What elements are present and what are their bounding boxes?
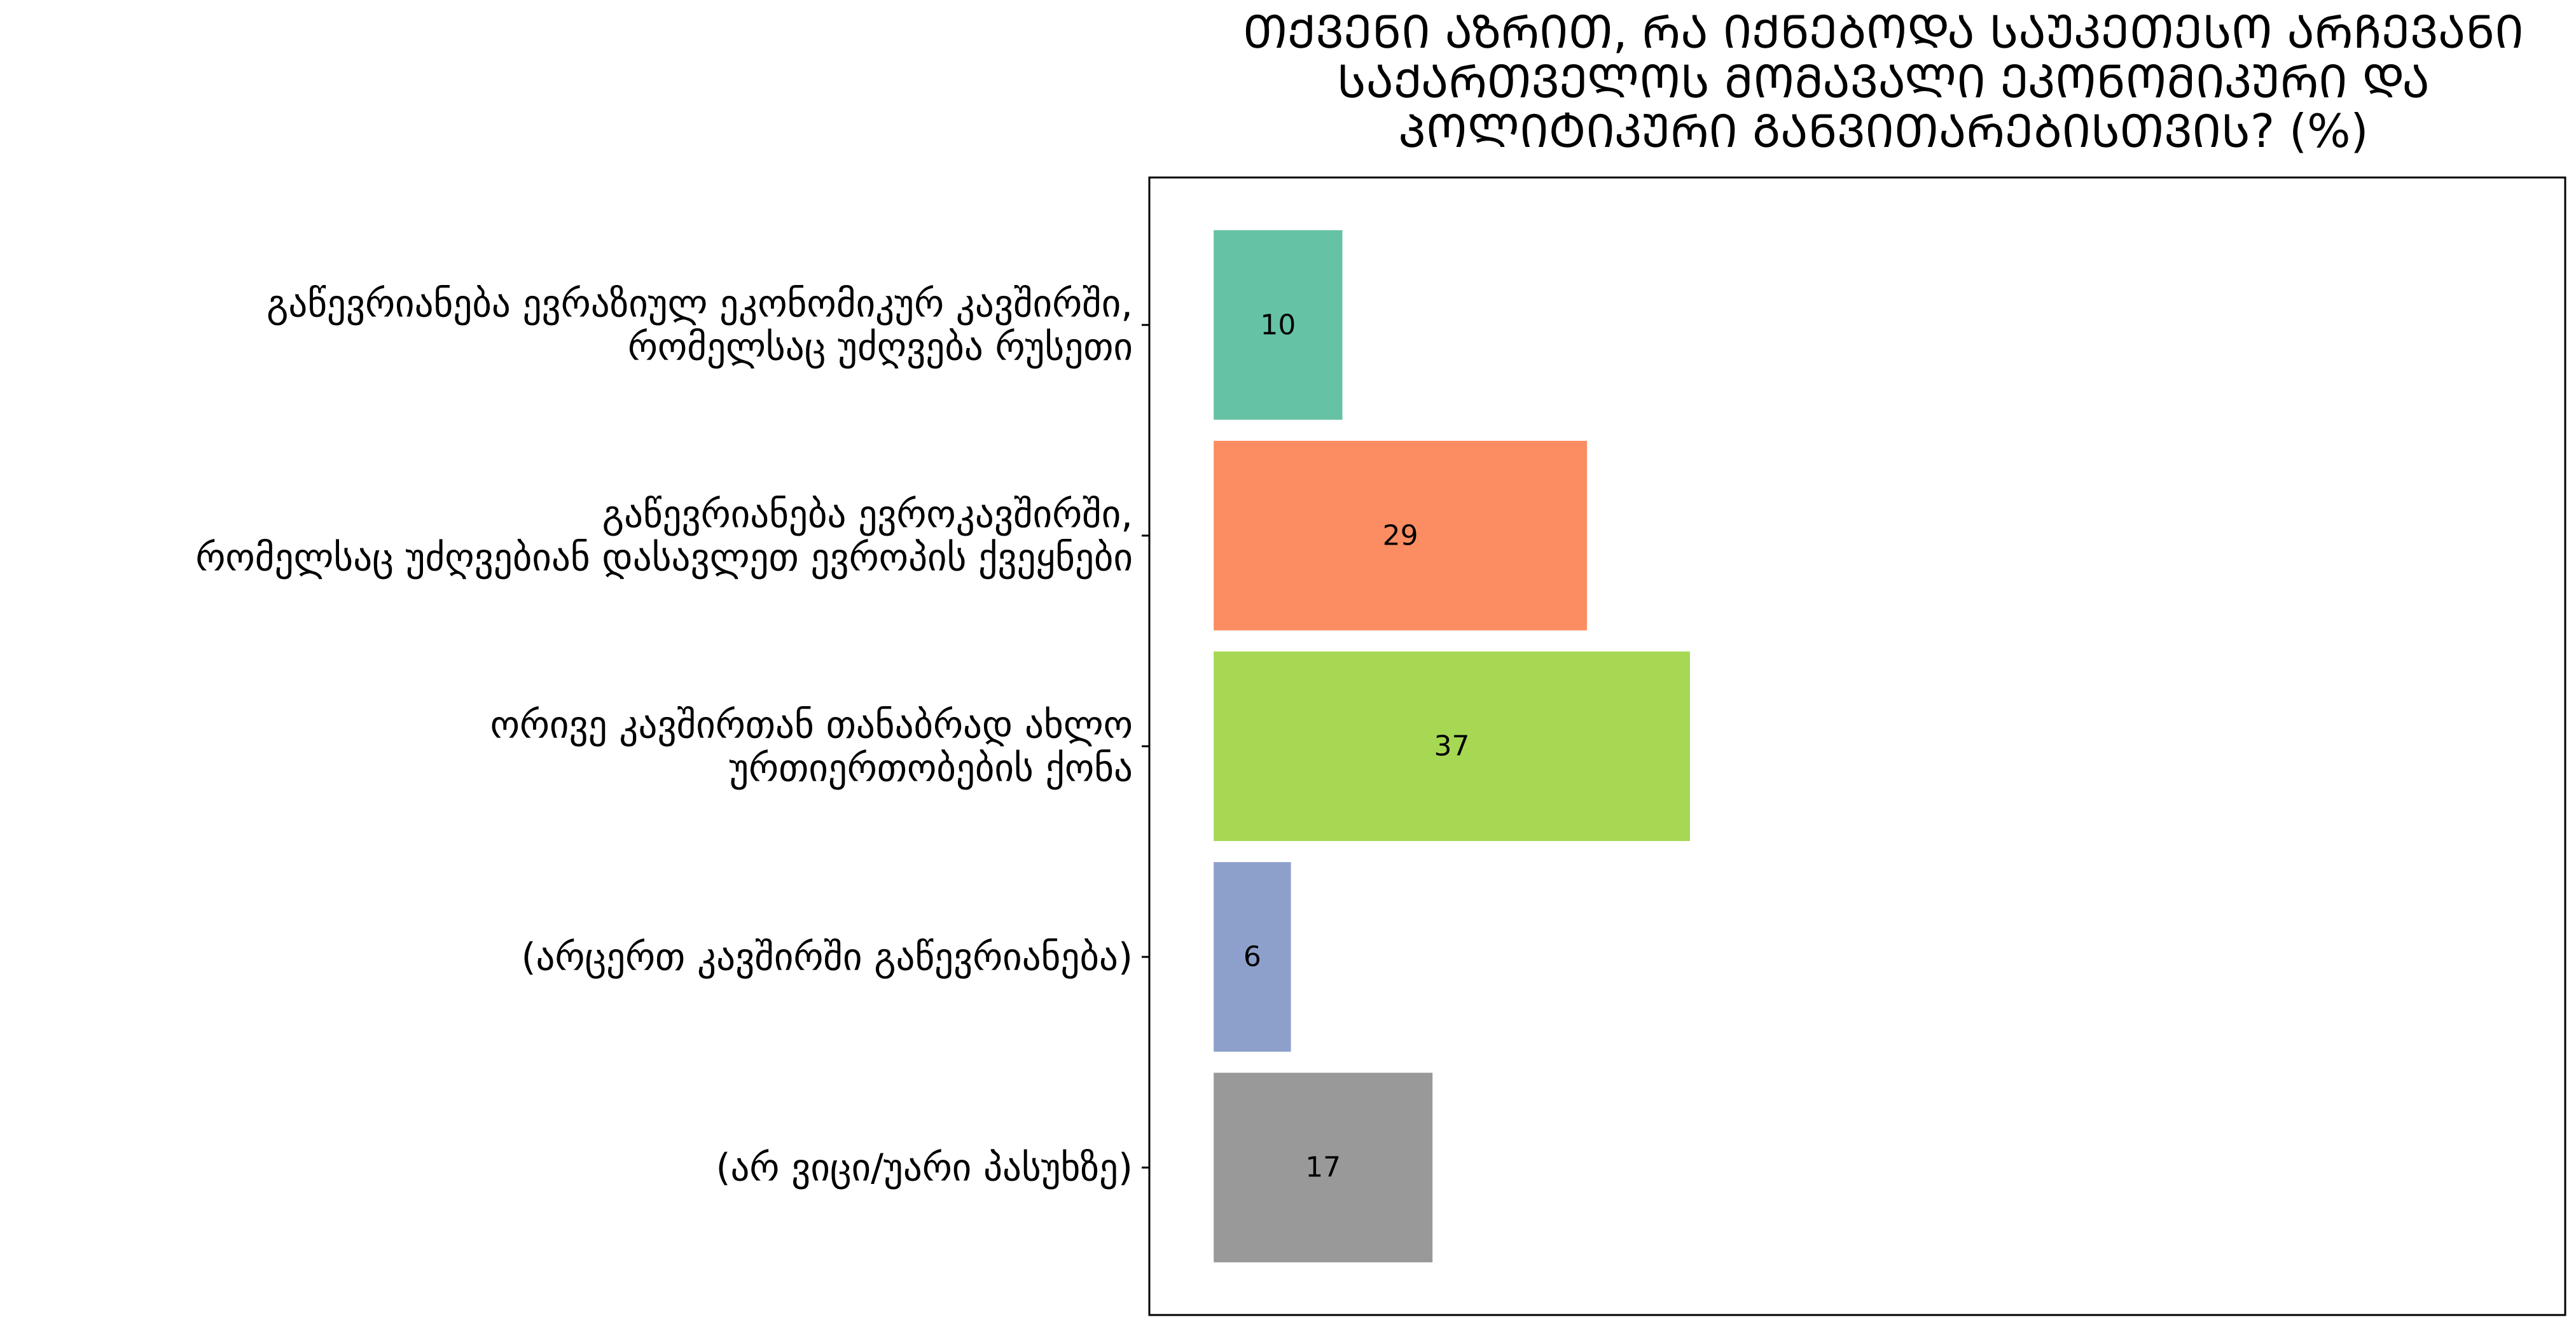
bar-3 — [1214, 862, 1291, 1052]
chart-title-line-2: ᲡᲐᲥᲐᲠᲗᲕᲔᲚᲝᲡ ᲛᲝᲛᲐᲕᲐᲚᲘ ᲔᲙᲝᲜᲝᲛᲘᲙᲣᲠᲘ ᲓᲐ — [1337, 55, 2430, 108]
value-labels: 10 29 37 6 17 — [1243, 309, 1470, 1183]
category-label-1-line-1: რომელსაც უძღვებიან დასავლეთ ევროპის ქვეყ… — [195, 535, 1133, 579]
value-label-4: 17 — [1305, 1152, 1341, 1184]
chart-title: ᲗᲥᲕᲔᲜᲘ ᲐᲖᲠᲘᲗ, ᲠᲐ ᲘᲥᲜᲔᲑᲝᲓᲐ ᲡᲐᲣᲙᲔᲗᲔᲡᲝ ᲐᲠᲩᲔ… — [1243, 5, 2524, 158]
category-label-0-line-1: რომელსაც უძღვება რუსეთი — [628, 324, 1133, 368]
category-label-2: ორივე კავშირთან თანაბრად ახლო ურთიერთობებ… — [490, 703, 1133, 790]
chart-title-line-3: ᲞᲝᲚᲘᲢᲘᲙᲣᲠᲘ ᲒᲐᲜᲕᲘᲗᲐᲠᲔᲑᲘᲡᲗᲕᲘᲡ? (%) — [1398, 104, 2368, 158]
category-label-3-line-0: (არცერთ კავშირში გაწევრიანება) — [522, 935, 1133, 979]
bar-4 — [1214, 1073, 1433, 1263]
y-ticks — [1142, 324, 1149, 1169]
bars — [1214, 230, 1690, 1263]
bar-0 — [1214, 230, 1343, 420]
bar-1 — [1214, 440, 1588, 630]
category-label-1: გაწევრიანება ევროკავშირში, რომელსაც უძღვე… — [195, 492, 1133, 579]
category-label-4-line-0: (არ ვიცი/უარი პასუხზე) — [716, 1146, 1133, 1190]
value-label-3: 6 — [1243, 941, 1261, 973]
value-label-0: 10 — [1260, 309, 1296, 341]
category-label-4: (არ ვიცი/უარი პასუხზე) — [716, 1146, 1133, 1190]
category-label-2-line-1: ურთიერთობების ქონა — [729, 746, 1133, 790]
category-label-0-line-0: გაწევრიანება ევრაზიულ ეკონომიკურ კავშირშ… — [267, 281, 1133, 325]
value-label-1: 29 — [1383, 519, 1418, 552]
bar-2 — [1214, 651, 1690, 841]
category-label-1-line-0: გაწევრიანება ევროკავშირში, — [602, 492, 1133, 536]
category-labels: გაწევრიანება ევრაზიულ ეკონომიკურ კავშირშ… — [195, 281, 1133, 1189]
category-label-0: გაწევრიანება ევრაზიულ ეკონომიკურ კავშირშ… — [267, 281, 1133, 368]
category-label-3: (არცერთ კავშირში გაწევრიანება) — [522, 935, 1133, 979]
value-label-2: 37 — [1434, 730, 1470, 763]
chart-title-line-1: ᲗᲥᲕᲔᲜᲘ ᲐᲖᲠᲘᲗ, ᲠᲐ ᲘᲥᲜᲔᲑᲝᲓᲐ ᲡᲐᲣᲙᲔᲗᲔᲡᲝ ᲐᲠᲩᲔ… — [1243, 5, 2524, 59]
category-label-2-line-0: ორივე კავშირთან თანაბრად ახლო — [490, 703, 1133, 747]
